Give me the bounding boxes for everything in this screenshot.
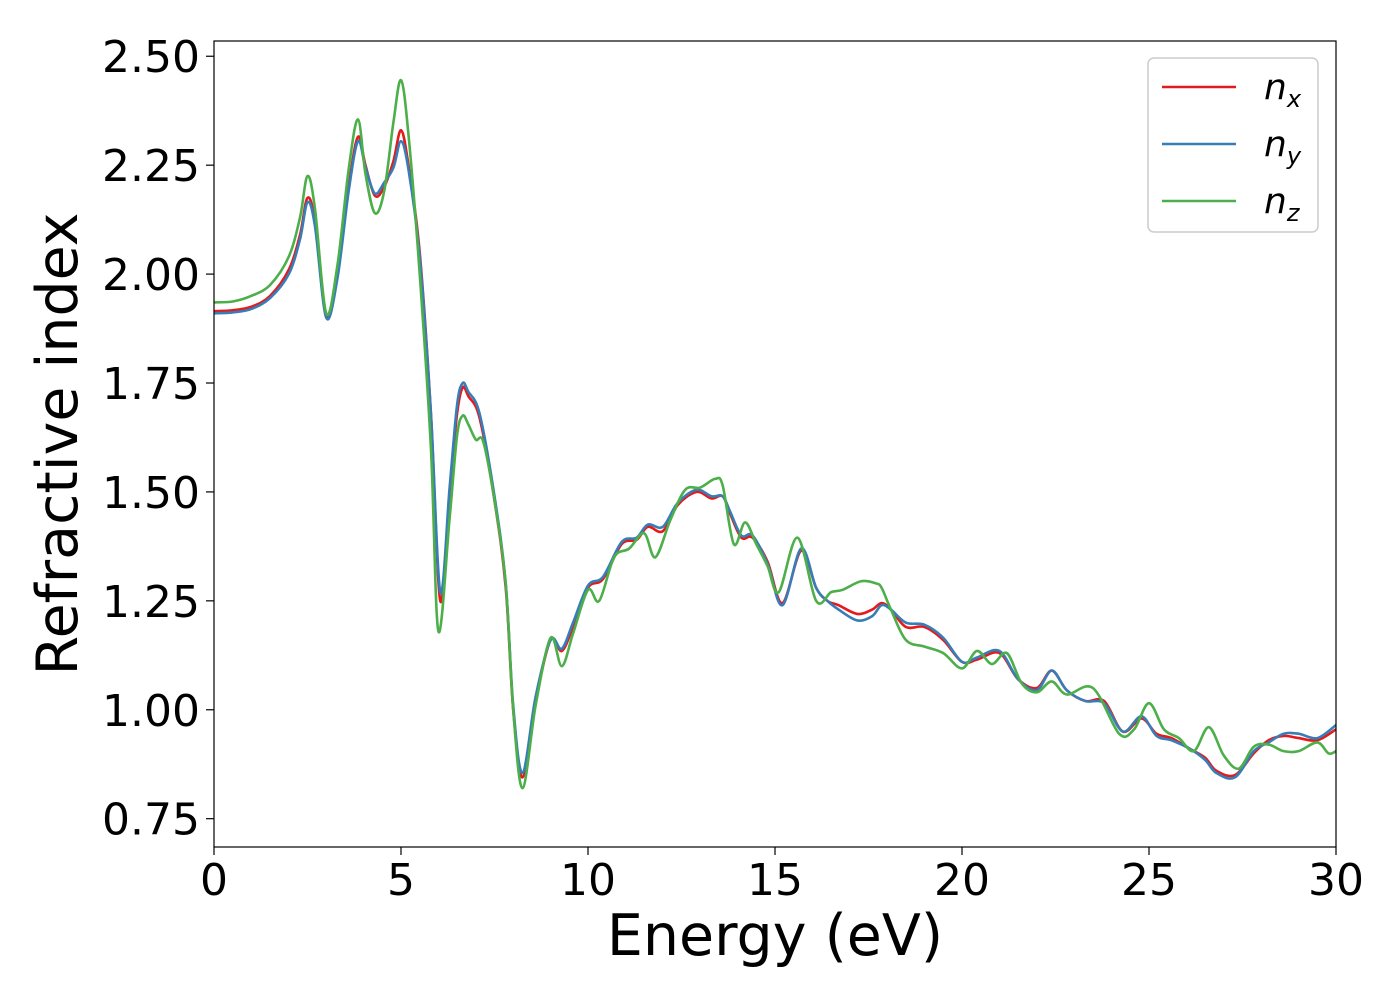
- legend-label-main: n: [1264, 67, 1287, 108]
- x-tick-label: 5: [387, 855, 415, 906]
- legend-label-subscript: x: [1286, 85, 1302, 113]
- legend-label-ny: ny: [1264, 124, 1302, 170]
- x-tick-label: 30: [1308, 855, 1364, 906]
- y-tick-label: 2.50: [102, 32, 200, 83]
- y-tick-label: 1.50: [102, 468, 200, 519]
- x-axis: 0 5 10 15 20 25 30: [200, 847, 1364, 906]
- x-tick-label: 20: [934, 855, 990, 906]
- y-tick-label: 1.25: [102, 577, 200, 628]
- y-axis: 0.75 1.00 1.25 1.50 1.75 2.00 2.25 2.50: [102, 32, 214, 846]
- legend-label-main: n: [1264, 181, 1287, 222]
- y-tick-label: 2.25: [102, 141, 200, 192]
- legend-label-subscript: z: [1286, 199, 1301, 227]
- legend-label-nz: nz: [1264, 181, 1301, 227]
- y-tick-label: 2.00: [102, 250, 200, 301]
- x-tick-label: 25: [1121, 855, 1177, 906]
- x-tick-label: 10: [560, 855, 616, 906]
- x-tick-label: 0: [200, 855, 228, 906]
- y-tick-label: 1.75: [102, 359, 200, 410]
- legend-label-nx: nx: [1264, 67, 1302, 113]
- y-tick-label: 1.00: [102, 686, 200, 737]
- x-tick-label: 15: [747, 855, 803, 906]
- series-line-nz: [214, 78, 1336, 790]
- legend-label-main: n: [1264, 124, 1287, 165]
- legend-label-subscript: y: [1286, 142, 1302, 170]
- series-layer: [214, 78, 1336, 790]
- y-tick-label: 0.75: [102, 795, 200, 846]
- y-axis-label: Refractive index: [25, 213, 91, 676]
- x-axis-label: Energy (eV): [607, 903, 943, 969]
